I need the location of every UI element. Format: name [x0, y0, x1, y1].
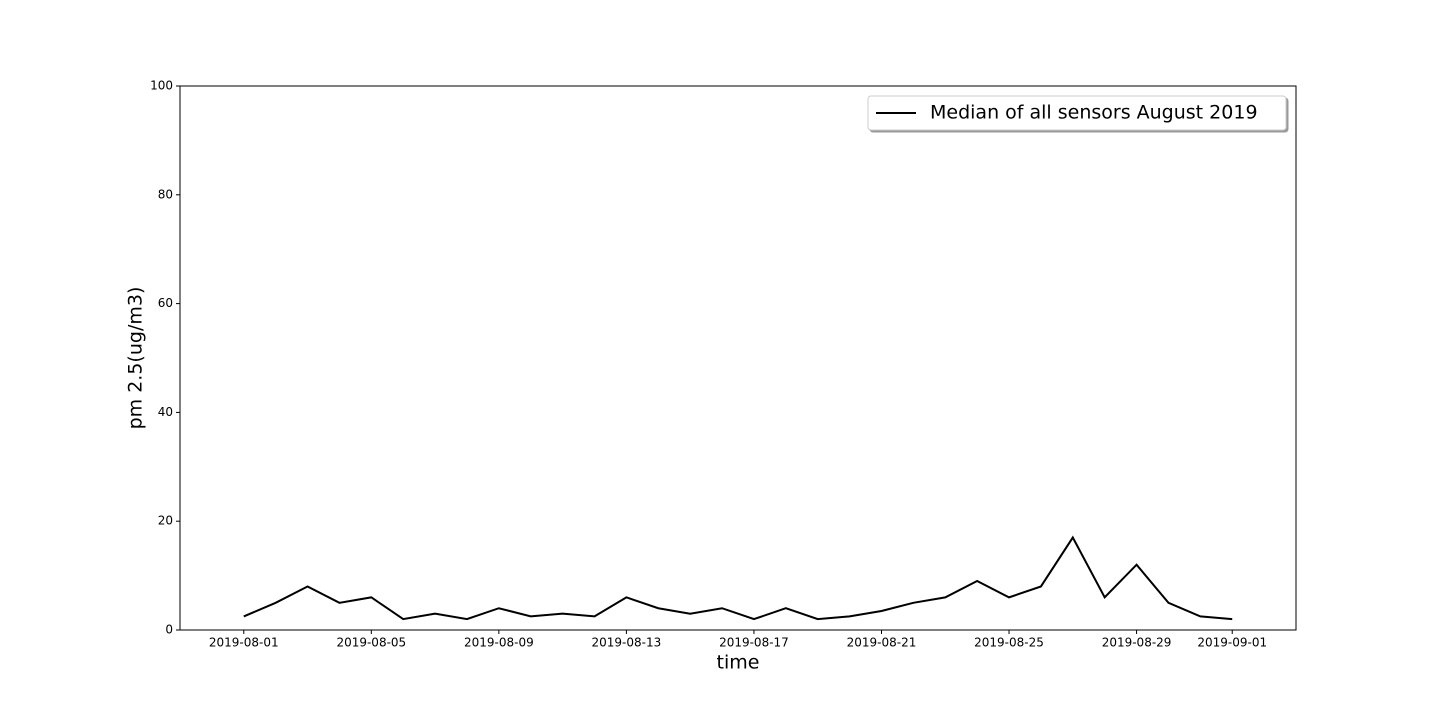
y-tick-label: 20 [158, 514, 173, 528]
data-line [243, 535, 1233, 621]
x-tick-label: 2019-08-05 [336, 636, 406, 650]
x-tick-label: 2019-08-09 [464, 636, 534, 650]
y-tick-label: 0 [165, 623, 173, 637]
x-axis-label: time [717, 652, 760, 674]
y-tick-label: 40 [158, 405, 173, 419]
x-tick-label: 2019-09-01 [1197, 636, 1267, 650]
x-tick-label: 2019-08-17 [719, 636, 789, 650]
x-tick-label: 2019-08-13 [592, 636, 662, 650]
x-tick-label: 2019-08-21 [847, 636, 917, 650]
x-tick-label: 2019-08-01 [209, 636, 279, 650]
plot-frame [179, 85, 1297, 631]
y-tick-label: 80 [158, 187, 173, 201]
x-tick-label: 2019-08-29 [1102, 636, 1172, 650]
y-tick-label: 60 [158, 296, 173, 310]
y-tick-label: 100 [150, 79, 173, 93]
legend-box [867, 95, 1287, 131]
legend-label: Median of all sensors August 2019 [930, 102, 1258, 124]
x-tick-label: 2019-08-25 [974, 636, 1044, 650]
y-axis-label: pm 2.5(ug/m3) [125, 287, 147, 430]
